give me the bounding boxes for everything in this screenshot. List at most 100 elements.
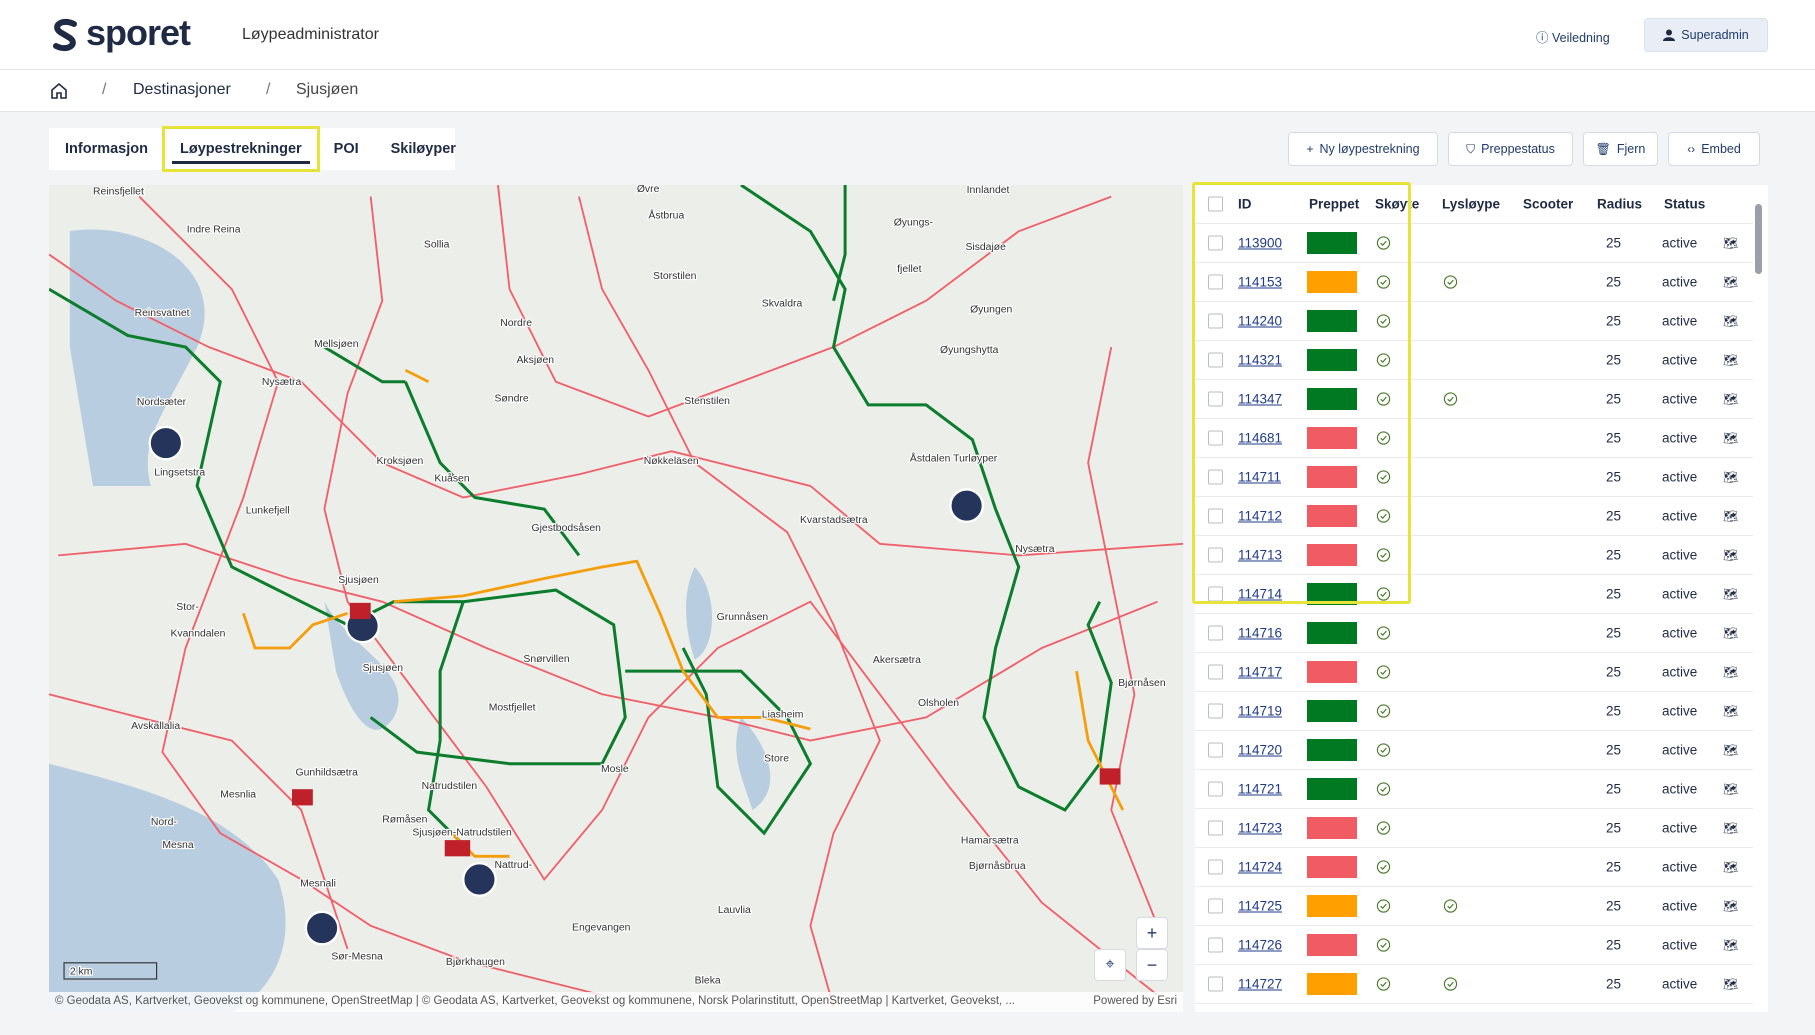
map-icon[interactable]: 🗺 <box>1723 665 1739 679</box>
tab[interactable]: POI <box>333 141 359 157</box>
preppet-swatch <box>1307 700 1357 722</box>
button-label: Fjern <box>1616 142 1646 156</box>
action-button[interactable]: ⛉ Preppestatus <box>1448 132 1573 166</box>
segment-id-link[interactable]: 114347 <box>1238 391 1283 407</box>
checkbox[interactable] <box>1208 391 1223 407</box>
radius: 25 <box>1606 898 1622 914</box>
tab[interactable]: Skiløyper <box>390 141 456 157</box>
table-row: 114724 25 active 🗺 <box>1195 848 1753 887</box>
table-row: 113900 25 active 🗺 <box>1195 224 1753 263</box>
zoom-out[interactable]: − <box>1136 949 1168 981</box>
map[interactable]: Reinsfjellet Indre Reina Reinsvatnet Mellsj… <box>49 185 1183 1012</box>
checkbox[interactable] <box>1208 274 1223 290</box>
checkbox[interactable] <box>1208 508 1223 524</box>
map-icon[interactable]: 🗺 <box>1723 587 1739 601</box>
segment-id-link[interactable]: 114240 <box>1238 313 1283 329</box>
map-icon[interactable]: 🗺 <box>1723 236 1739 250</box>
check-icon <box>1443 899 1458 913</box>
checkbox[interactable] <box>1208 859 1223 875</box>
checkbox[interactable] <box>1208 586 1223 602</box>
segment-id-link[interactable]: 114724 <box>1238 859 1283 875</box>
map-icon[interactable]: 🗺 <box>1723 470 1739 484</box>
map-icon[interactable]: 🗺 <box>1723 860 1739 874</box>
checkbox[interactable] <box>1208 235 1223 251</box>
segment-id-link[interactable]: 114712 <box>1238 508 1283 524</box>
checkbox[interactable] <box>1208 937 1223 953</box>
action-button[interactable]: 🗑 Fjern <box>1583 132 1658 166</box>
map-icon[interactable]: 🗺 <box>1723 392 1739 406</box>
checkbox[interactable] <box>1208 625 1223 641</box>
action-button[interactable]: ‹› Embed <box>1668 132 1760 166</box>
status: active <box>1662 391 1698 407</box>
map-icon[interactable]: 🗺 <box>1723 509 1739 523</box>
map-label: Kuåsen <box>434 472 470 484</box>
status: active <box>1662 976 1698 992</box>
checkbox[interactable] <box>1208 664 1223 680</box>
segment-id-link[interactable]: 114723 <box>1238 820 1283 836</box>
map-icon[interactable]: 🗺 <box>1723 626 1739 640</box>
check-icon <box>1376 587 1391 601</box>
checkbox[interactable] <box>1208 898 1223 914</box>
checkbox[interactable] <box>1208 742 1223 758</box>
separator: / <box>102 81 107 98</box>
map-icon[interactable]: 🗺 <box>1723 275 1739 289</box>
map-label: Mellsjøen <box>314 339 359 350</box>
map-icon[interactable]: 🗺 <box>1723 353 1739 367</box>
separator: / <box>266 81 271 98</box>
segment-id-link[interactable]: 114721 <box>1238 781 1283 797</box>
segment-id-link[interactable]: 114726 <box>1238 937 1283 953</box>
segment-id-link[interactable]: 114711 <box>1238 469 1282 485</box>
checkbox[interactable] <box>1208 196 1223 212</box>
segment-id-link[interactable]: 114716 <box>1238 625 1283 641</box>
map-icon[interactable]: 🗺 <box>1723 431 1739 445</box>
tab[interactable]: Informasjon <box>65 141 148 157</box>
segment-id-link[interactable]: 114153 <box>1238 274 1283 290</box>
tab[interactable]: Løypestrekninger <box>161 126 320 172</box>
map-icon[interactable]: 🗺 <box>1723 314 1739 328</box>
checkbox[interactable] <box>1208 781 1223 797</box>
segment-id-link[interactable]: 114681 <box>1238 430 1283 446</box>
segment-id-link[interactable]: 114321 <box>1238 352 1283 368</box>
locate-button[interactable]: ⌖ <box>1094 949 1126 981</box>
home-icon[interactable] <box>49 81 69 101</box>
map-label: Snørvillen <box>523 654 569 665</box>
checkbox[interactable] <box>1208 352 1223 368</box>
scrollbar[interactable] <box>1755 192 1765 1002</box>
segment-id-link[interactable]: 114714 <box>1238 586 1283 602</box>
checkbox[interactable] <box>1208 547 1223 563</box>
scroll-thumb[interactable] <box>1755 204 1762 274</box>
checkbox[interactable] <box>1208 703 1223 719</box>
map-icon[interactable]: 🗺 <box>1723 782 1739 796</box>
map-icon[interactable]: 🗺 <box>1723 977 1739 991</box>
help-text: Veiledning <box>1551 31 1610 45</box>
map-icon[interactable]: 🗺 <box>1723 821 1739 835</box>
checkbox[interactable] <box>1208 820 1223 836</box>
segment-id-link[interactable]: 114725 <box>1238 898 1283 914</box>
segment-id-link[interactable]: 114717 <box>1238 664 1283 680</box>
segment-id-link[interactable]: 114719 <box>1238 703 1283 719</box>
map-icon[interactable]: 🗺 <box>1723 938 1739 952</box>
check-icon <box>1376 899 1391 913</box>
checkbox[interactable] <box>1208 469 1223 485</box>
user-button[interactable]: Superadmin <box>1644 18 1768 52</box>
checkbox[interactable] <box>1208 430 1223 446</box>
segment-id-link[interactable]: 113900 <box>1238 235 1283 251</box>
checkbox[interactable] <box>1208 313 1223 329</box>
segment-id-link[interactable]: 114713 <box>1238 547 1283 563</box>
status: active <box>1662 664 1698 680</box>
map-icon[interactable]: 🗺 <box>1723 899 1739 913</box>
help-link[interactable]: ⓘ Veiledning <box>1536 31 1610 45</box>
map-icon[interactable]: 🗺 <box>1723 743 1739 757</box>
segment-id-link[interactable]: 114720 <box>1238 742 1283 758</box>
action-button[interactable]: + Ny løypestrekning <box>1288 132 1438 166</box>
map-icon[interactable]: 🗺 <box>1723 548 1739 562</box>
check-icon <box>1376 470 1391 484</box>
map-icon[interactable]: 🗺 <box>1723 704 1739 718</box>
segment-id-link[interactable]: 114727 <box>1238 976 1283 992</box>
zoom-in[interactable]: + <box>1136 917 1168 949</box>
checkbox[interactable] <box>1208 976 1223 992</box>
crumb[interactable]: Destinasjoner <box>133 81 231 98</box>
map-label: Stor- <box>176 602 199 613</box>
column-header: Status <box>1664 196 1706 212</box>
radius: 25 <box>1606 430 1622 446</box>
